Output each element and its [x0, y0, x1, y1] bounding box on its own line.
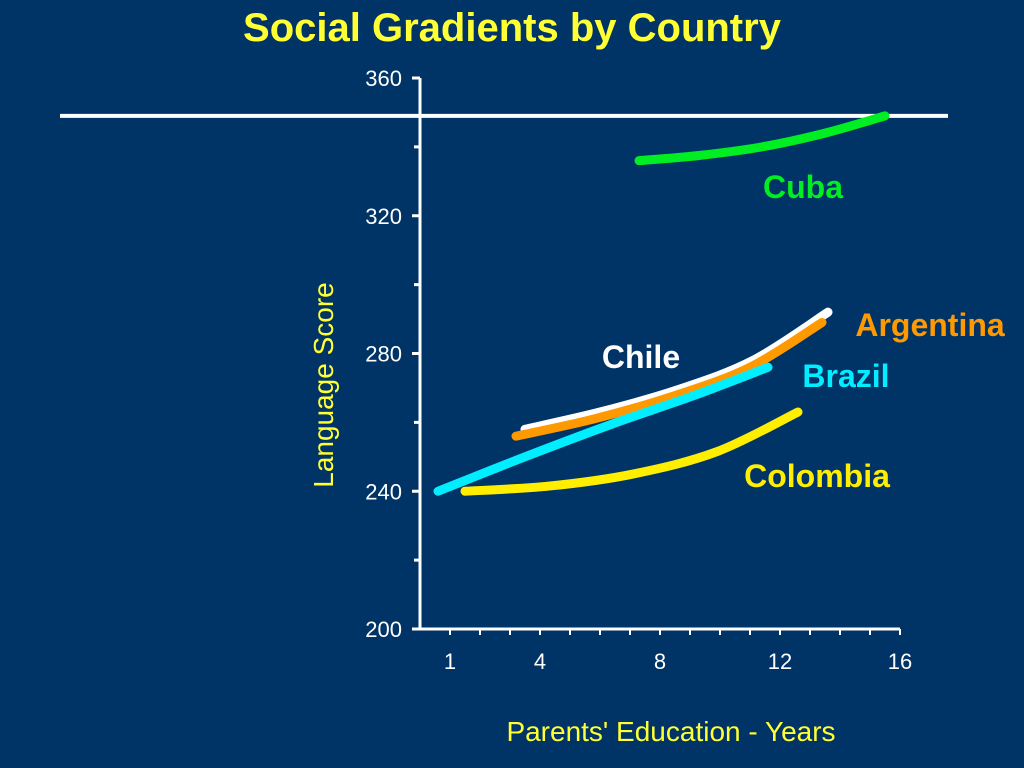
series-label-colombia: Colombia: [744, 458, 890, 494]
series-labels: Cuba Argentina Chile Brazil Colombia: [602, 169, 1005, 494]
y-tick-label: 360: [365, 66, 402, 91]
series-lines: [433, 111, 890, 496]
series-label-chile: Chile: [602, 339, 680, 375]
series-line-brazil: [433, 362, 773, 496]
y-tick-label: 280: [365, 342, 402, 367]
x-tick-label: 16: [888, 649, 912, 674]
series-label-cuba: Cuba: [763, 169, 843, 205]
y-tick-label: 240: [365, 479, 402, 504]
y-tick-label: 200: [365, 617, 402, 642]
series-line-colombia: [460, 407, 803, 496]
x-tick-label: 12: [768, 649, 792, 674]
y-axis-label: Language Score: [308, 282, 339, 488]
ticks: 200 240 280 320 360 1 4 8 12 16: [365, 66, 912, 674]
series-label-brazil: Brazil: [802, 358, 889, 394]
x-tick-label: 4: [534, 649, 546, 674]
chart-title: Social Gradients by Country: [243, 6, 781, 50]
x-tick-label: 8: [654, 649, 666, 674]
series-line-argentina: [511, 318, 827, 441]
x-tick-label: 1: [444, 649, 456, 674]
series-line-chile: [520, 307, 833, 434]
x-axis-label: Parents' Education - Years: [506, 716, 835, 747]
series-label-argentina: Argentina: [855, 307, 1005, 343]
y-tick-label: 320: [365, 204, 402, 229]
series-line-cuba: [634, 111, 890, 166]
